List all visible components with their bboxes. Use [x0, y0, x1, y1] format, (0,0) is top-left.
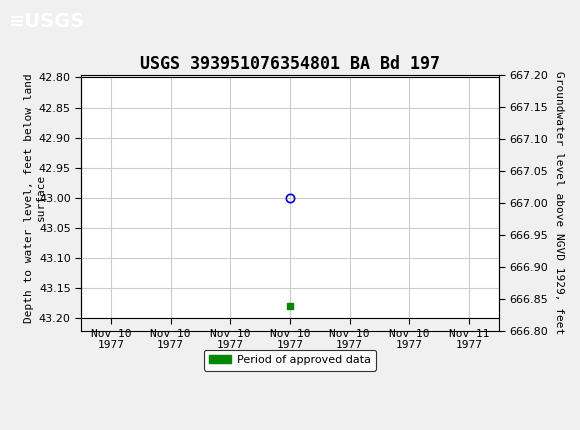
Y-axis label: Groundwater level above NGVD 1929, feet: Groundwater level above NGVD 1929, feet	[554, 71, 564, 334]
Y-axis label: Depth to water level, feet below land
surface: Depth to water level, feet below land su…	[24, 78, 45, 328]
Text: USGS 393951076354801 BA Bd 197: USGS 393951076354801 BA Bd 197	[140, 55, 440, 73]
Text: ≡USGS: ≡USGS	[9, 12, 85, 31]
Legend: Period of approved data: Period of approved data	[204, 350, 376, 371]
